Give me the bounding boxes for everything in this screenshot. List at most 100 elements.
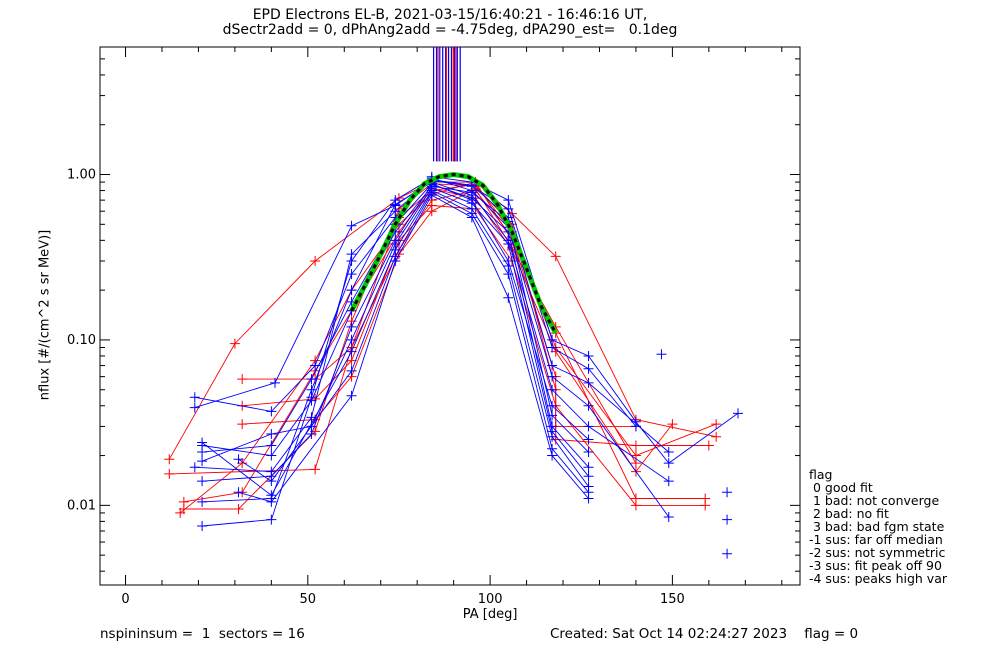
chart-title-line2: dSectr2add = 0, dPhAng2add = -4.75deg, d… (222, 22, 678, 38)
data-point (346, 355, 357, 366)
data-point (189, 402, 200, 413)
data-point (197, 521, 208, 532)
data-point (503, 203, 514, 214)
data-point (175, 507, 186, 518)
footer-info-right: Created: Sat Oct 14 02:24:27 2023 flag =… (550, 626, 859, 642)
data-point (583, 434, 594, 445)
data-point (583, 400, 594, 411)
x-tick-label: 50 (300, 592, 317, 607)
data-point (237, 419, 248, 430)
series-line (183, 183, 709, 510)
legend-item: 0 good fit (809, 480, 873, 495)
series-line (202, 181, 670, 503)
x-tick-label: 0 (121, 592, 129, 607)
series-line (194, 180, 637, 427)
data-point (266, 496, 277, 507)
data-point (346, 390, 357, 401)
flag-legend: flag 0 good fit 1 bad: not converge 2 ba… (809, 468, 947, 585)
data-point (306, 374, 317, 385)
data-point (663, 447, 674, 458)
data-point (711, 431, 722, 442)
data-point (266, 450, 277, 461)
data-point (229, 338, 240, 349)
data-point (630, 458, 641, 469)
data-point (346, 346, 357, 357)
series-line (169, 184, 717, 475)
legend-item: -4 sus: peaks high var (809, 571, 948, 586)
data-point (503, 195, 514, 206)
series-line (242, 189, 636, 427)
fit-curve-black (350, 172, 558, 334)
data-point (426, 206, 437, 217)
y-tick-label: 0.10 (67, 333, 96, 348)
data-point (503, 292, 514, 303)
data-point (266, 406, 277, 417)
data-point (583, 447, 594, 458)
data-point (663, 512, 674, 523)
data-point (233, 487, 244, 498)
data-point (310, 256, 321, 267)
series-line (201, 187, 589, 477)
data-point (711, 419, 722, 430)
legend-item: -1 sus: far off median (809, 532, 943, 547)
data-point (266, 428, 277, 439)
legend-item: -2 sus: not symmetric (809, 545, 946, 560)
series-line (202, 177, 670, 527)
data-point (310, 464, 321, 475)
data-point (663, 476, 674, 487)
series-line (202, 183, 589, 453)
data-point (237, 374, 248, 385)
x-axis-label: PA [deg] (463, 607, 518, 622)
legend-item: 3 bad: bad fgm state (809, 519, 945, 534)
data-point (503, 239, 514, 250)
data-point (547, 450, 558, 461)
plot-frame (99, 46, 801, 586)
data-point (630, 440, 641, 451)
x-tick-label: 100 (478, 592, 503, 607)
data-point (583, 462, 594, 473)
data-point (503, 269, 514, 280)
data-point (583, 493, 594, 504)
data-point (266, 514, 277, 525)
data-point (547, 400, 558, 411)
series-line (179, 181, 706, 514)
y-tick-label: 1.00 (67, 168, 96, 183)
data-point (306, 384, 317, 395)
data-point (583, 350, 594, 361)
data-point (466, 212, 477, 223)
data-point (667, 419, 678, 430)
data-point (197, 437, 208, 448)
data-point (233, 504, 244, 515)
data-point (346, 269, 357, 280)
x-tick-label: 150 (660, 592, 685, 607)
data-point (346, 220, 357, 231)
data-point (270, 377, 280, 388)
data-point (197, 496, 208, 507)
data-point (583, 421, 594, 432)
series-line (194, 179, 670, 473)
data-point (703, 440, 714, 451)
legend-title: flag (809, 467, 833, 482)
data-point (426, 190, 437, 201)
chart-title-line1: EPD Electrons EL-B, 2021-03-15/16:40:21 … (252, 7, 648, 23)
data-point (547, 384, 558, 395)
data-point (700, 500, 711, 511)
legend-item: 2 bad: no fit (809, 506, 889, 521)
data-point (390, 199, 401, 210)
footer-info-left: nspininsum = 1 sectors = 16 (100, 626, 305, 642)
data-point (733, 408, 744, 419)
data-point (630, 500, 641, 511)
data-point (346, 285, 357, 296)
legend-item: -3 sus: fit peak off 90 (809, 558, 942, 573)
series-line (168, 181, 717, 460)
data-point (178, 496, 189, 507)
data-point (722, 487, 733, 498)
data-point (266, 476, 277, 487)
data-point (346, 365, 357, 376)
data-point (346, 256, 357, 267)
data-point (164, 468, 175, 479)
data-point (722, 548, 733, 559)
data-point (197, 456, 208, 467)
data-point (346, 334, 357, 345)
